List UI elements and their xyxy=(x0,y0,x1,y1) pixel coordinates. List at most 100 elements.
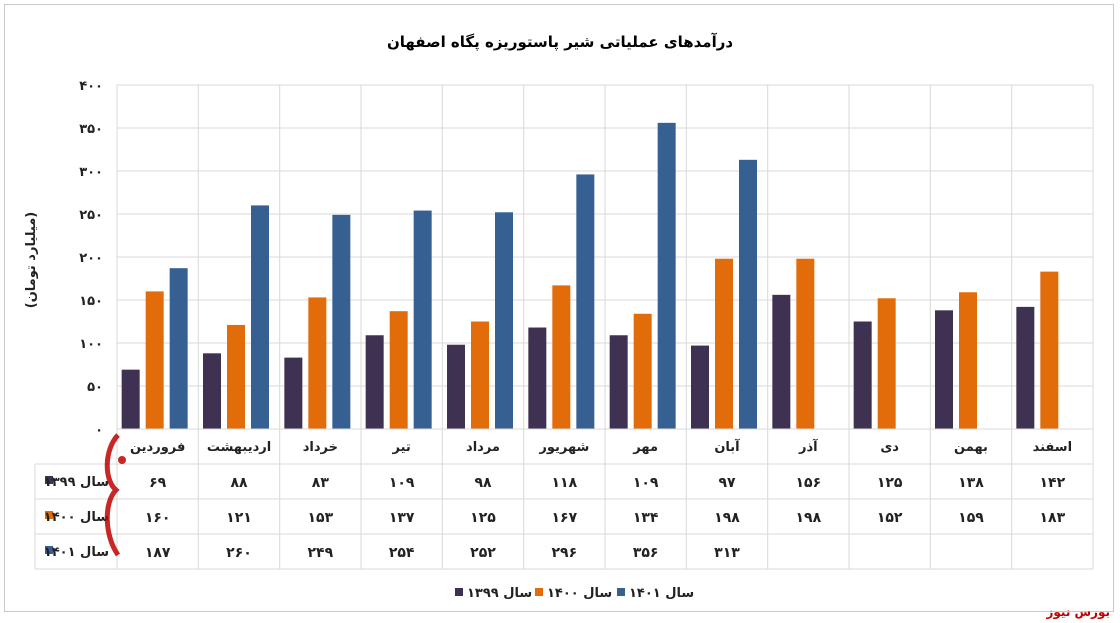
legend-swatch xyxy=(455,588,463,596)
table-cell-value: ۳۵۶ xyxy=(633,545,659,561)
table-cell-value: ۱۴۲ xyxy=(1040,475,1066,491)
bar xyxy=(739,159,757,429)
bar xyxy=(169,268,188,429)
bar xyxy=(935,310,953,429)
table-cell-value: ۱۸۳ xyxy=(1040,510,1066,526)
source-label: بورس نیوز xyxy=(1046,605,1110,619)
table-cell-value: ۱۵۹ xyxy=(958,510,984,526)
y-tick-label: ۴۰۰ xyxy=(79,79,103,94)
category-label: مرداد xyxy=(466,440,500,455)
category-label: اسفند xyxy=(1033,440,1072,455)
bar xyxy=(657,122,676,429)
category-label: شهریور xyxy=(538,440,589,455)
table-cell-value: ۶۹ xyxy=(149,475,167,491)
legend-swatch xyxy=(535,588,543,596)
bar xyxy=(284,357,303,429)
table-series-name: سال ۱۴۰۰ xyxy=(44,510,109,525)
bar xyxy=(145,291,164,429)
table-cell-value: ۱۳۸ xyxy=(958,475,984,491)
table-cell-value: ۳۱۳ xyxy=(714,545,740,561)
bar xyxy=(227,324,245,429)
bar xyxy=(413,210,432,429)
bar xyxy=(796,258,815,429)
y-tick-label: ۳۰۰ xyxy=(79,165,103,180)
y-tick-label: ۰ xyxy=(95,423,103,438)
bar xyxy=(959,292,977,429)
chart-title: درآمدهای عملیاتی شیر پاستوریزه پگاه اصفه… xyxy=(387,33,733,52)
y-axis-label: (میلیارد تومان) xyxy=(24,212,39,309)
y-tick-label: ۵۰ xyxy=(87,380,103,395)
table-series-swatch xyxy=(45,546,53,554)
category-label: آذر xyxy=(798,438,818,455)
table-series-name: سال ۱۴۰۱ xyxy=(44,545,109,560)
table-series-name: سال ۱۳۹۹ xyxy=(44,475,109,490)
table-cell-value: ۱۰۹ xyxy=(633,475,659,491)
bar xyxy=(251,205,269,429)
bar xyxy=(1040,271,1059,429)
y-tick-label: ۲۵۰ xyxy=(79,208,103,223)
category-label: تیر xyxy=(392,440,411,455)
category-label: بهمن xyxy=(954,440,988,455)
bar-layer xyxy=(121,122,1059,429)
table-cell-value: ۱۲۵ xyxy=(877,475,903,491)
chart-frame: درآمدهای عملیاتی شیر پاستوریزه پگاه اصفه… xyxy=(4,4,1114,612)
category-label: آبان xyxy=(714,438,740,455)
table-cell-value: ۱۶۷ xyxy=(552,510,578,526)
bar xyxy=(389,311,408,429)
data-table: فروردین اردیبهشت خرداد تیر مرداد شهریور مهر آبا… xyxy=(34,428,1093,570)
chart-svg: درآمدهای عملیاتی شیر پاستوریزه پگاه اصفه… xyxy=(24,33,1094,601)
table-cell-value: ۲۵۴ xyxy=(389,545,415,561)
table-cell-value: ۱۹۸ xyxy=(714,510,740,526)
bar xyxy=(552,285,571,429)
table-cell-value: ۱۹۸ xyxy=(796,510,822,526)
bar xyxy=(528,327,547,429)
bar xyxy=(691,345,709,429)
y-tick-label: ۱۰۰ xyxy=(79,337,103,352)
table-cell-value: ۱۱۸ xyxy=(552,475,578,491)
table-cell-value: ۱۲۵ xyxy=(470,510,496,526)
bar xyxy=(715,258,733,429)
table-cell-value: ۱۰۹ xyxy=(389,475,415,491)
table-cell-value: ۱۶۰ xyxy=(145,510,171,526)
category-label: مهر xyxy=(632,440,658,455)
bar xyxy=(772,294,791,429)
bar xyxy=(332,214,351,429)
legend-swatch xyxy=(617,588,625,596)
table-cell-value: ۸۳ xyxy=(312,475,330,491)
y-tick-label: ۳۵۰ xyxy=(79,122,103,137)
bar xyxy=(495,212,513,429)
legend: سال ۱۳۹۹ سال ۱۴۰۰ سال ۱۴۰۱ xyxy=(455,586,694,601)
bar xyxy=(121,369,140,429)
table-cell-value: ۱۵۳ xyxy=(308,510,334,526)
legend-label: سال ۱۴۰۱ xyxy=(629,586,694,601)
table-cell-value: ۲۵۲ xyxy=(470,545,496,561)
bar xyxy=(609,335,628,429)
table-cell-value: ۱۸۷ xyxy=(145,545,171,561)
table-cell-value: ۱۲۱ xyxy=(226,510,252,526)
bar xyxy=(1016,306,1035,429)
table-cell-value: ۲۴۹ xyxy=(308,545,334,561)
bar xyxy=(447,344,465,429)
y-tick-label: ۱۵۰ xyxy=(79,294,103,309)
y-tick-label: ۲۰۰ xyxy=(79,251,103,266)
bar xyxy=(471,321,489,429)
bar xyxy=(853,321,872,429)
category-label: دی xyxy=(880,440,899,455)
table-cell-value: ۹۸ xyxy=(474,475,492,491)
legend-label: سال ۱۴۰۰ xyxy=(547,586,612,601)
watermark-logo xyxy=(104,433,126,557)
category-label: خرداد xyxy=(303,440,338,455)
table-cell-value: ۱۳۷ xyxy=(389,510,415,526)
table-cell-value: ۲۹۶ xyxy=(552,545,578,561)
bar xyxy=(203,353,221,429)
table-cell-value: ۲۶۰ xyxy=(226,545,252,561)
table-cell-value: ۹۷ xyxy=(718,475,736,491)
table-cell-value: ۱۵۶ xyxy=(796,475,822,491)
bar xyxy=(877,298,896,429)
bar xyxy=(633,313,652,429)
bar xyxy=(365,335,384,429)
table-cell-value: ۸۸ xyxy=(230,475,248,491)
table-series-swatch xyxy=(45,511,53,519)
table-cell-value: ۱۵۲ xyxy=(877,510,903,526)
bar xyxy=(308,297,327,429)
